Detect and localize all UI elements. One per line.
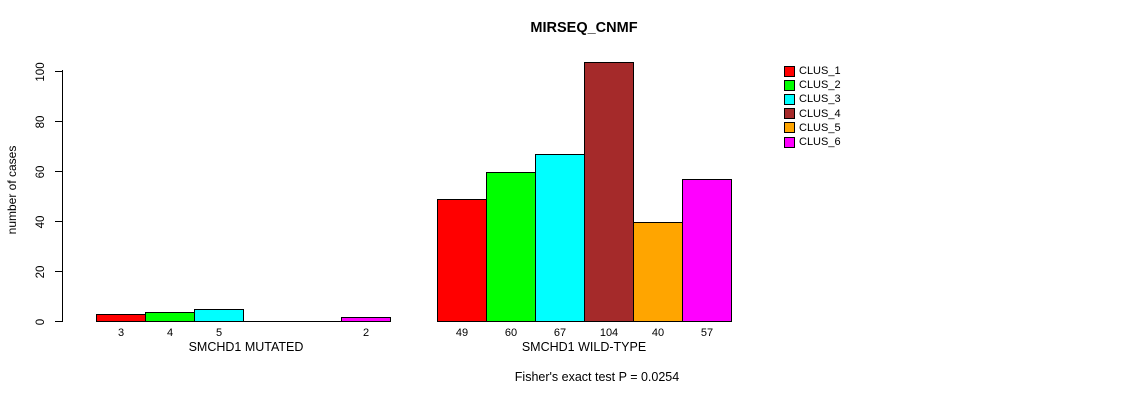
legend-label: CLUS_6: [799, 136, 841, 149]
bar-clus_4-group1: [584, 62, 634, 322]
legend-label: CLUS_4: [799, 107, 841, 120]
y-tick-label: 60: [35, 165, 47, 178]
legend: CLUS_1 CLUS_2 CLUS_3 CLUS_4 CLUS_5 CLUS_6: [784, 64, 841, 149]
bar-value-label: 2: [362, 327, 370, 339]
bar-clus_2-group0: [145, 312, 195, 322]
bar-clus_6-group1: [682, 179, 732, 322]
y-tick-label: 20: [35, 265, 47, 278]
bar-value-label: 60: [504, 327, 518, 339]
bar-value-label: 104: [599, 327, 619, 339]
legend-swatch: [784, 65, 795, 77]
legend-label: CLUS_1: [799, 65, 841, 78]
bar-clus_1-group0: [96, 314, 146, 322]
bar-clus_1-group1: [437, 199, 487, 322]
y-tick-label: 40: [35, 215, 47, 228]
x-axis-group-label-wildtype: SMCHD1 WILD-TYPE: [521, 340, 647, 354]
y-tick-mark: [55, 71, 62, 72]
bar-value-label: 4: [166, 327, 174, 339]
bar-value-label: 5: [215, 327, 223, 339]
legend-label: CLUS_3: [799, 93, 841, 106]
legend-item-clus_3: CLUS_3: [784, 92, 841, 106]
bar-clus_2-group1: [486, 172, 536, 322]
y-tick-mark: [55, 221, 62, 222]
bar-value-label: 3: [117, 327, 125, 339]
legend-item-clus_1: CLUS_1: [784, 64, 841, 78]
y-tick-mark: [55, 271, 62, 272]
legend-item-clus_2: CLUS_2: [784, 78, 841, 92]
legend-item-clus_6: CLUS_6: [784, 135, 841, 149]
y-tick-label: 0: [35, 318, 47, 325]
legend-label: CLUS_5: [799, 121, 841, 134]
legend-swatch: [784, 136, 795, 148]
bar-value-label: 67: [553, 327, 567, 339]
legend-swatch: [784, 79, 795, 91]
legend-label: CLUS_2: [799, 79, 841, 92]
legend-item-clus_5: CLUS_5: [784, 121, 841, 135]
bar-clus_3-group0: [194, 309, 244, 322]
y-tick-mark: [55, 321, 62, 322]
legend-swatch: [784, 122, 795, 134]
y-tick-mark: [55, 121, 62, 122]
bar-value-label: 40: [651, 327, 665, 339]
chart-title: MIRSEQ_CNMF: [530, 20, 638, 36]
fisher-test-annotation: Fisher's exact test P = 0.0254: [514, 370, 680, 384]
bar-value-label: 57: [700, 327, 714, 339]
bar-clus_5-group1: [633, 222, 683, 322]
bar-value-label: 49: [455, 327, 469, 339]
legend-item-clus_4: CLUS_4: [784, 107, 841, 121]
x-axis-group-label-mutated: SMCHD1 MUTATED: [188, 340, 304, 354]
y-tick-label: 100: [35, 61, 47, 82]
y-tick-mark: [55, 171, 62, 172]
bar-clus_3-group1: [535, 154, 585, 322]
y-axis-label: number of cases: [5, 145, 19, 235]
y-axis-line: [62, 70, 63, 322]
legend-swatch: [784, 108, 795, 120]
y-tick-label: 80: [35, 115, 47, 128]
legend-swatch: [784, 93, 795, 105]
bar-clus_6-group0: [341, 317, 391, 322]
